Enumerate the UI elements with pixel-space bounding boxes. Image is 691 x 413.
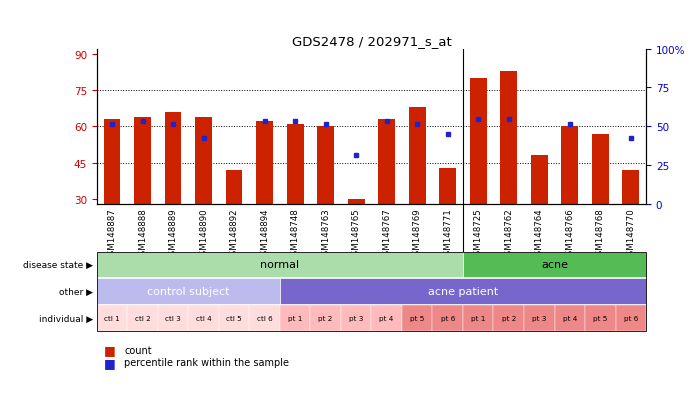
Text: GSM148764: GSM148764 [535, 208, 544, 260]
Text: ctl 2: ctl 2 [135, 316, 151, 321]
Text: pt 4: pt 4 [562, 316, 577, 321]
Bar [378, 120, 395, 204]
Text: GSM148889: GSM148889 [169, 208, 178, 260]
Text: GSM148890: GSM148890 [199, 208, 208, 260]
Text: GSM148768: GSM148768 [596, 208, 605, 260]
Text: GSM148762: GSM148762 [504, 208, 513, 260]
Text: pt 4: pt 4 [379, 316, 394, 321]
Text: count: count [124, 345, 152, 355]
Bar [164, 112, 182, 204]
Text: ■: ■ [104, 343, 115, 356]
Bar [561, 127, 578, 204]
Text: GSM148892: GSM148892 [229, 208, 238, 260]
Text: pt 2: pt 2 [502, 316, 516, 321]
Text: individual ▶: individual ▶ [39, 314, 93, 323]
Text: ■: ■ [104, 356, 115, 369]
Text: pt 1: pt 1 [471, 316, 485, 321]
Text: GSM148888: GSM148888 [138, 208, 147, 260]
Text: pt 5: pt 5 [410, 316, 424, 321]
Bar [439, 168, 456, 204]
Text: GSM148765: GSM148765 [352, 208, 361, 260]
Bar [287, 125, 303, 204]
Text: acne: acne [541, 260, 568, 270]
Text: disease state ▶: disease state ▶ [23, 260, 93, 269]
Text: ctl 4: ctl 4 [196, 316, 211, 321]
Text: GSM148771: GSM148771 [443, 208, 452, 260]
Text: pt 3: pt 3 [349, 316, 363, 321]
Text: pt 6: pt 6 [441, 316, 455, 321]
Text: GSM148763: GSM148763 [321, 208, 330, 260]
Bar [134, 117, 151, 204]
Text: percentile rank within the sample: percentile rank within the sample [124, 357, 290, 367]
Text: GSM148767: GSM148767 [382, 208, 391, 260]
Text: normal: normal [261, 260, 299, 270]
Text: pt 6: pt 6 [624, 316, 638, 321]
Bar [592, 134, 609, 204]
Bar [409, 108, 426, 204]
Text: pt 1: pt 1 [288, 316, 302, 321]
Text: GSM148725: GSM148725 [474, 208, 483, 260]
Bar [623, 171, 639, 204]
Bar [470, 78, 486, 204]
Bar [195, 117, 212, 204]
Text: GSM148748: GSM148748 [291, 208, 300, 260]
Bar [500, 71, 517, 204]
Text: pt 2: pt 2 [319, 316, 333, 321]
Text: acne patient: acne patient [428, 287, 498, 297]
Text: ctl 6: ctl 6 [257, 316, 272, 321]
Bar [348, 199, 365, 204]
Text: GSM148894: GSM148894 [260, 208, 269, 260]
Bar [104, 120, 120, 204]
Text: pt 3: pt 3 [532, 316, 547, 321]
Text: ctl 3: ctl 3 [165, 316, 181, 321]
Title: GDS2478 / 202971_s_at: GDS2478 / 202971_s_at [292, 36, 451, 48]
Text: other ▶: other ▶ [59, 287, 93, 296]
Text: ctl 5: ctl 5 [226, 316, 242, 321]
Text: GSM148770: GSM148770 [626, 208, 635, 260]
Text: GSM148887: GSM148887 [108, 208, 117, 260]
Bar [226, 171, 243, 204]
Bar [531, 156, 548, 204]
Text: control subject: control subject [147, 287, 229, 297]
Text: ctl 1: ctl 1 [104, 316, 120, 321]
Text: GSM148766: GSM148766 [565, 208, 574, 260]
Text: GSM148769: GSM148769 [413, 208, 422, 260]
Bar [256, 122, 273, 204]
Bar [317, 127, 334, 204]
Text: pt 5: pt 5 [593, 316, 607, 321]
